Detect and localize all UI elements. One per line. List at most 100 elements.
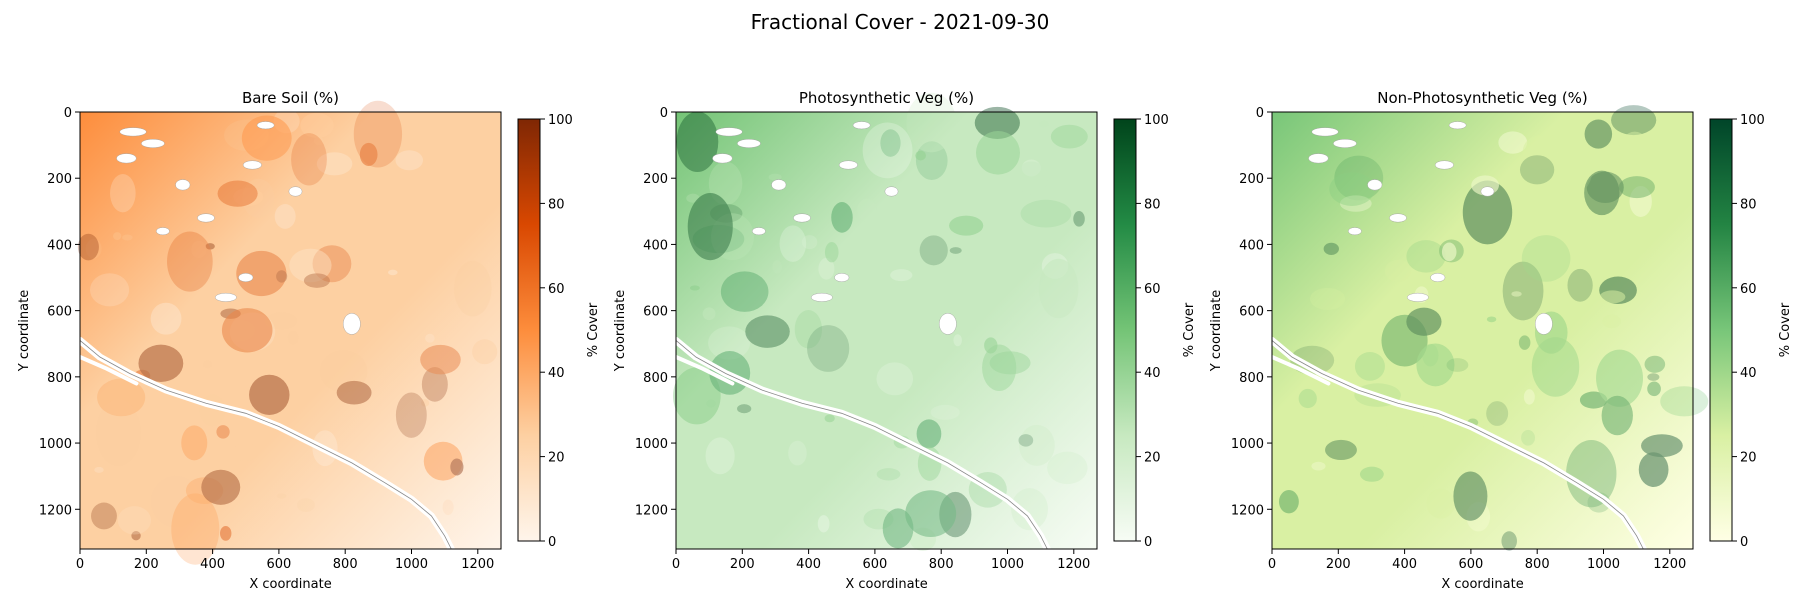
heatmap-patch bbox=[276, 270, 288, 283]
nodata-hole bbox=[939, 313, 957, 335]
heatmap-patch bbox=[984, 337, 998, 354]
heatmap-patch bbox=[1290, 345, 1335, 375]
y-tick-label: 800 bbox=[643, 371, 668, 386]
heatmap-patch bbox=[1502, 261, 1544, 321]
heatmap-patch bbox=[472, 339, 498, 365]
heatmap-patch bbox=[97, 378, 146, 417]
heatmap-patch bbox=[1453, 471, 1488, 521]
heatmap-patch bbox=[1426, 488, 1455, 519]
x-tick-label: 200 bbox=[730, 557, 755, 572]
heatmap-patch bbox=[906, 92, 957, 153]
heatmap-patch bbox=[890, 269, 913, 282]
heatmap-patch bbox=[915, 141, 948, 180]
colorbar-tick-label: 100 bbox=[1144, 113, 1169, 128]
heatmap-patch bbox=[876, 468, 901, 481]
x-tick-label: 200 bbox=[1326, 557, 1351, 572]
axes-frame bbox=[1271, 111, 1694, 550]
nodata-hole bbox=[215, 292, 237, 302]
nodata-hole bbox=[1434, 160, 1454, 170]
heatmap-patch bbox=[909, 527, 937, 551]
heatmap-patch bbox=[1038, 120, 1050, 128]
x-tick-label: 200 bbox=[134, 557, 159, 572]
heatmap-patch bbox=[772, 260, 782, 274]
colorbar-tick-label: 0 bbox=[1740, 535, 1748, 550]
heatmap-patch bbox=[77, 233, 99, 261]
heatmap-patch bbox=[807, 325, 850, 372]
heatmap-patch bbox=[1647, 373, 1660, 381]
heatmap-patch bbox=[768, 173, 782, 181]
x-axis-label: X coordinate bbox=[845, 577, 927, 592]
heatmap-patch bbox=[287, 330, 299, 345]
heatmap-patch bbox=[224, 119, 269, 151]
heatmap-patch bbox=[720, 271, 769, 312]
nodata-hole bbox=[771, 179, 787, 191]
heatmap-patch bbox=[1618, 176, 1655, 199]
y-tick-label: 1000 bbox=[39, 437, 72, 452]
nodata-hole bbox=[288, 186, 303, 197]
heatmap-patch bbox=[121, 234, 133, 241]
heatmap-patch bbox=[85, 238, 102, 259]
nodata-hole bbox=[256, 121, 275, 130]
heatmap-patch bbox=[1014, 161, 1049, 195]
heatmap-patch bbox=[291, 133, 327, 186]
heatmap-patch bbox=[312, 245, 352, 283]
heatmap-patch bbox=[949, 247, 962, 254]
heatmap-patch bbox=[220, 525, 232, 541]
heatmap-patch bbox=[216, 425, 230, 439]
heatmap-patch bbox=[1501, 531, 1517, 551]
heatmap-patch bbox=[788, 440, 807, 466]
heatmap-patch bbox=[1567, 268, 1593, 302]
heatmap-patch bbox=[1441, 242, 1457, 262]
y-tick-label: 1200 bbox=[1231, 503, 1264, 518]
heatmap-patch bbox=[220, 308, 241, 319]
heatmap-patch bbox=[1381, 314, 1428, 367]
y-tick-label: 0 bbox=[1256, 106, 1264, 121]
nodata-hole bbox=[811, 292, 833, 302]
heatmap-patch bbox=[450, 458, 464, 476]
heatmap-patch bbox=[303, 273, 330, 288]
heatmap-patch bbox=[316, 152, 353, 176]
x-tick-label: 1000 bbox=[395, 557, 428, 572]
heatmap-patch bbox=[249, 374, 290, 415]
heatmap-patch bbox=[181, 425, 208, 461]
heatmap-patch bbox=[242, 178, 275, 218]
heatmap-image bbox=[676, 112, 1097, 549]
heatmap-patch bbox=[919, 235, 948, 266]
heatmap-patch bbox=[1386, 408, 1424, 442]
heatmap-patch bbox=[1406, 240, 1446, 273]
colorbar bbox=[517, 118, 541, 542]
heatmap-patch bbox=[1325, 439, 1357, 461]
heatmap-patch bbox=[264, 312, 298, 330]
heatmap-patch bbox=[95, 399, 142, 467]
heatmap-patch bbox=[1047, 451, 1088, 485]
heatmap-patch bbox=[138, 344, 184, 382]
heatmap-patch bbox=[1019, 424, 1055, 466]
heatmap-patch bbox=[1644, 355, 1666, 373]
x-tick-label: 800 bbox=[1525, 557, 1550, 572]
river-outline bbox=[1271, 340, 1644, 550]
x-tick-label: 600 bbox=[266, 557, 291, 572]
nodata-hole bbox=[1407, 292, 1429, 302]
heatmap-patch bbox=[882, 508, 914, 549]
panel-title: Photosynthetic Veg (%) bbox=[799, 89, 974, 107]
colorbar-tick-label: 20 bbox=[1144, 451, 1161, 466]
nodata-hole bbox=[1348, 227, 1362, 236]
heatmap-patch bbox=[1599, 290, 1626, 304]
heatmap-patch bbox=[388, 269, 398, 276]
nodata-hole bbox=[242, 160, 262, 170]
heatmap-patch bbox=[1596, 349, 1644, 407]
heatmap-patch bbox=[1647, 381, 1661, 397]
heatmap-patch bbox=[1446, 358, 1469, 372]
heatmap-patch bbox=[1439, 239, 1464, 263]
heatmap-patch bbox=[1498, 131, 1528, 154]
heatmap-patch bbox=[863, 508, 894, 530]
heatmap-patch bbox=[818, 257, 835, 280]
x-tick-label: 1200 bbox=[1653, 557, 1686, 572]
x-axis-label: X coordinate bbox=[249, 577, 331, 592]
nodata-hole bbox=[793, 213, 811, 223]
heatmap-patch bbox=[1638, 452, 1669, 487]
heatmap-patch bbox=[423, 441, 463, 481]
heatmap-patch bbox=[876, 362, 914, 396]
colorbar-tick-label: 60 bbox=[548, 282, 565, 297]
heatmap-patch bbox=[737, 404, 752, 414]
